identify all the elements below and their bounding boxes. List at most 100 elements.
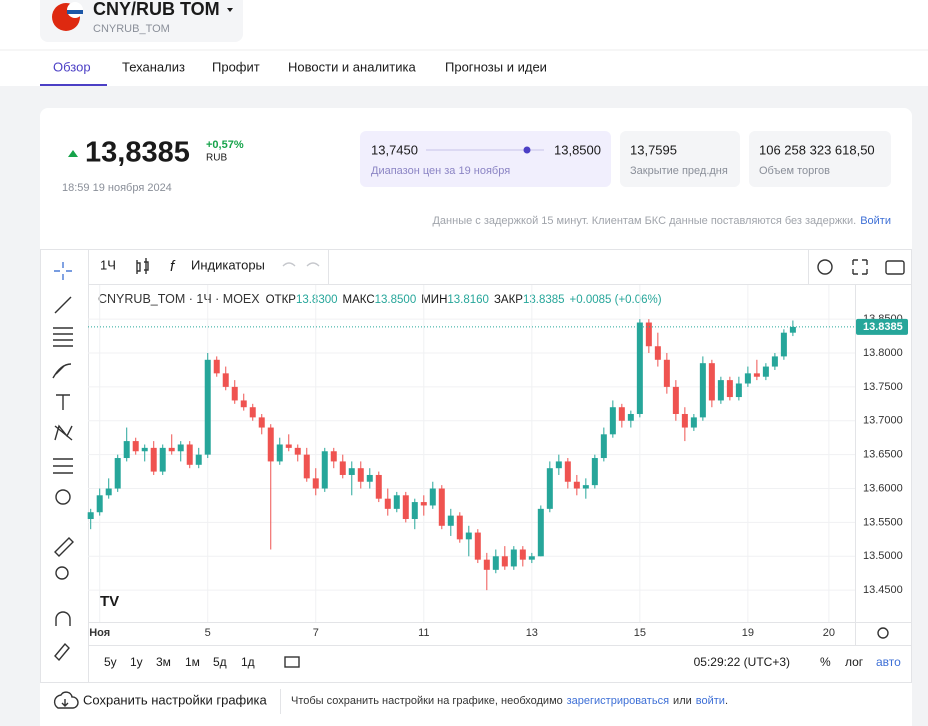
candle-body <box>141 447 148 452</box>
or-text: или <box>673 695 692 707</box>
candle-body <box>447 515 454 526</box>
emoji-tool[interactable] <box>55 489 71 505</box>
save-settings[interactable]: Сохранить настройки графика <box>83 692 267 707</box>
range-button[interactable]: 3м <box>156 655 171 669</box>
candle-body <box>771 356 778 367</box>
candle-body <box>519 549 526 560</box>
range-button[interactable]: 1д <box>241 655 255 669</box>
candle-body <box>294 447 301 455</box>
candle-body <box>303 454 310 479</box>
save-icon[interactable] <box>53 691 79 709</box>
range-button[interactable]: 1м <box>185 655 200 669</box>
indicators[interactable]: Индикаторы <box>191 257 265 272</box>
candle-body <box>150 447 157 472</box>
candle-body <box>195 454 202 465</box>
chart-type[interactable] <box>136 258 149 274</box>
range-button[interactable]: 1у <box>130 655 143 669</box>
price-change: +0,57% <box>206 139 244 151</box>
dropdown-arrow[interactable] <box>227 8 233 12</box>
candle-body <box>105 488 112 496</box>
candle-body <box>555 461 562 469</box>
legend-open: 13.8300 <box>296 294 338 306</box>
trendline-tool[interactable] <box>54 296 72 314</box>
candle-body <box>627 413 634 421</box>
candle-body <box>258 417 265 428</box>
x-tick-label: 5 <box>205 627 211 639</box>
candle-body <box>438 488 445 526</box>
interval[interactable]: 1Ч <box>100 257 116 272</box>
candle-body <box>132 441 139 452</box>
tab[interactable]: Обзор <box>53 59 91 74</box>
lock-tool[interactable] <box>54 642 70 662</box>
login-link[interactable]: Войти <box>860 215 891 227</box>
candle-body <box>186 444 193 465</box>
candle-body <box>402 495 409 520</box>
prediction-tool[interactable] <box>53 458 73 474</box>
y-tick-label: 13.4500 <box>863 584 903 596</box>
login-link-footer[interactable]: войти <box>696 695 725 707</box>
candle-body <box>672 386 679 414</box>
screenshot-button[interactable] <box>885 260 905 275</box>
tab[interactable]: Профит <box>212 59 260 74</box>
range-button[interactable]: 5у <box>104 655 117 669</box>
y-tick-label: 13.8000 <box>863 347 903 359</box>
currency: RUB <box>206 153 227 164</box>
candle-body <box>474 532 481 560</box>
range-button[interactable]: 5д <box>213 655 227 669</box>
percent-toggle[interactable]: % <box>820 655 831 669</box>
candle-body <box>564 461 571 482</box>
ruler-tool[interactable] <box>54 537 74 557</box>
prev-close: 13,7595 <box>630 142 677 157</box>
candle-body <box>546 468 553 509</box>
auto-toggle[interactable]: авто <box>876 655 901 669</box>
fib-tool[interactable] <box>53 327 73 347</box>
axis-settings[interactable] <box>877 627 889 639</box>
candle-body <box>708 363 715 401</box>
tab[interactable]: Прогнозы и идеи <box>445 59 547 74</box>
brush-tool[interactable] <box>52 363 72 379</box>
flag-ru-stripe <box>67 10 83 14</box>
undo-redo[interactable] <box>282 262 320 267</box>
text-tool[interactable] <box>56 394 70 410</box>
log-toggle[interactable]: лог <box>845 655 864 669</box>
range-low: 13,7450 <box>371 142 418 157</box>
tab[interactable]: Теханализ <box>122 59 185 74</box>
delay-text: Данные с задержкой 15 минут. Клиентам БК… <box>432 215 856 227</box>
x-tick-label: 7 <box>313 627 319 639</box>
settings-button[interactable] <box>817 259 833 275</box>
crosshair-tool[interactable] <box>54 262 72 280</box>
candle-body <box>177 444 184 452</box>
zoom-tool[interactable] <box>55 566 69 580</box>
pattern-tool[interactable] <box>54 424 73 441</box>
x-tick-label: 19 <box>742 627 754 639</box>
up-arrow <box>68 150 78 157</box>
prev-close-box <box>620 131 740 187</box>
fullscreen-button[interactable] <box>852 259 868 275</box>
candle-body <box>276 444 283 462</box>
candle-body <box>753 373 760 377</box>
price: 13,8385 <box>85 137 190 169</box>
date-range-icon[interactable] <box>284 656 300 668</box>
candle-body <box>726 380 733 398</box>
candle-body <box>285 444 292 448</box>
ticker: CNYRUB_TOM <box>93 23 170 35</box>
last-price-tag <box>856 318 908 335</box>
candle-body <box>114 458 121 489</box>
fx-icon[interactable]: f <box>170 258 176 275</box>
candle-body <box>636 322 643 414</box>
candle-body <box>240 400 247 408</box>
candle-body <box>717 380 724 401</box>
y-tick-label: 13.6000 <box>863 482 903 494</box>
magnet-tool[interactable] <box>55 611 71 626</box>
instrument-card[interactable] <box>40 0 243 42</box>
legend-low-label: МИН <box>421 294 447 306</box>
candle-body <box>510 549 517 567</box>
candle-body <box>573 481 580 489</box>
candle-body <box>249 407 256 418</box>
range-label: Диапазон цен за 19 ноября <box>371 165 510 177</box>
clock: 05:29:22 (UTC+3) <box>694 655 790 669</box>
x-tick-label: 15 <box>634 627 646 639</box>
register-link[interactable]: зарегистрироваться <box>567 695 669 707</box>
tab[interactable]: Новости и аналитика <box>288 59 416 74</box>
candle-body <box>231 386 238 401</box>
